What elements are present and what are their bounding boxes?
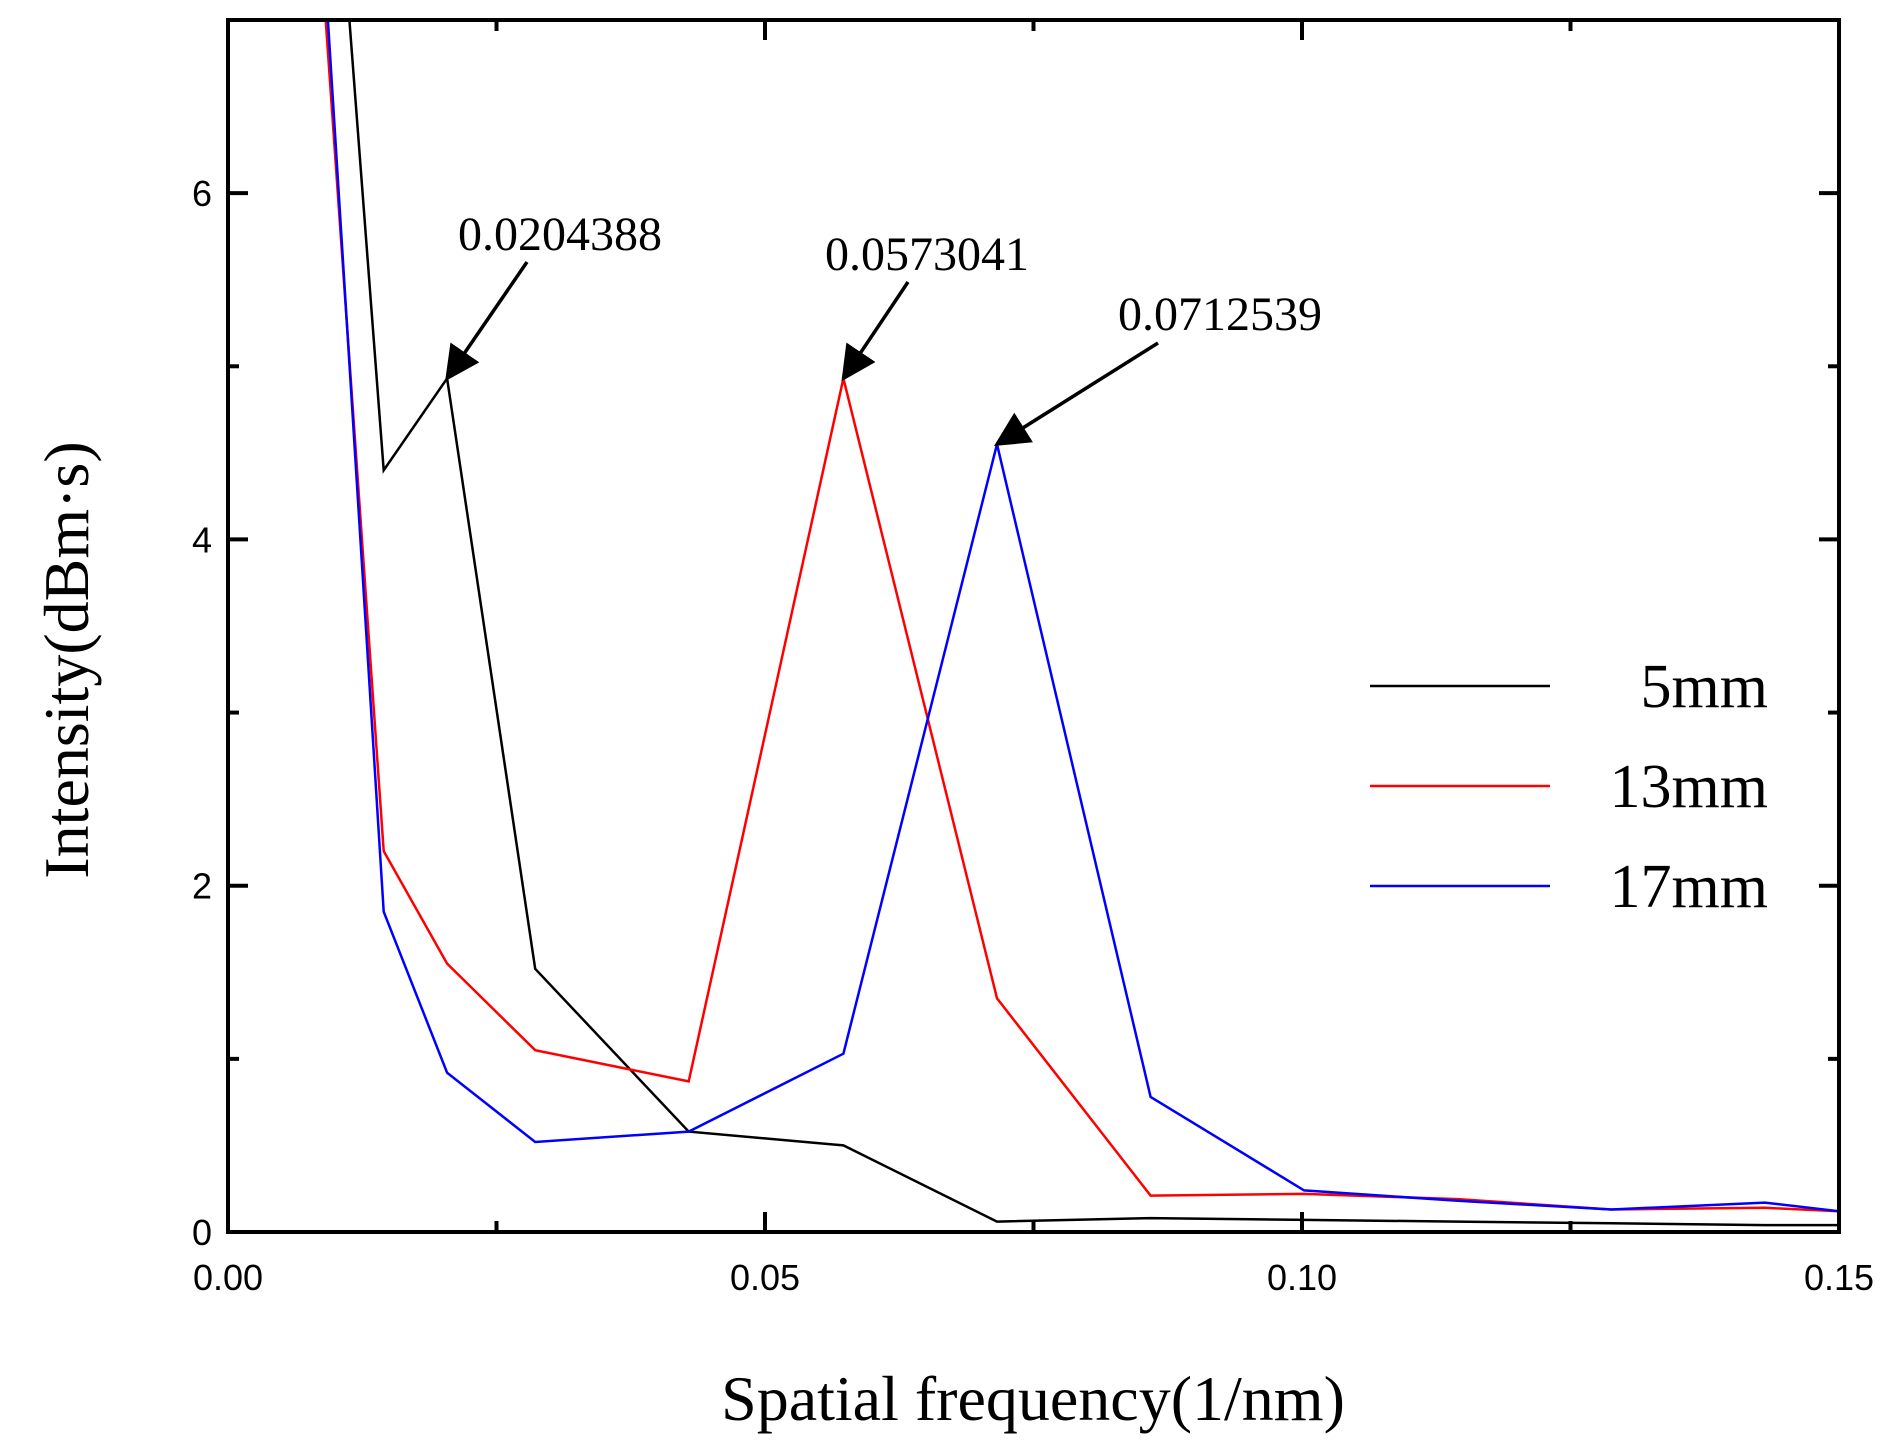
legend-label-13mm: 13mm <box>1610 753 1768 821</box>
y-tick-label: 2 <box>192 866 212 907</box>
annotation-label: 0.0712539 <box>1118 288 1322 341</box>
series-layer <box>324 20 1839 1227</box>
tick-layer <box>226 20 1841 1234</box>
series-line-13mm <box>324 20 1839 1213</box>
legend-label-5mm: 5mm <box>1641 653 1768 721</box>
annotation-layer: 0.0204388 0.0573041 0.0712539 <box>445 208 1322 447</box>
x-tick-label: 0.00 <box>193 1257 263 1298</box>
x-tick-label: 0.05 <box>730 1257 800 1298</box>
annotation-arrow <box>994 341 1159 447</box>
annotation-arrow <box>841 281 910 382</box>
tick-label-layer: 0.00 0.05 0.10 0.15 0 2 4 6 <box>192 173 1874 1298</box>
y-axis-label: Intensity(dBm·s) <box>31 441 102 878</box>
annotation-label: 0.0204388 <box>458 208 662 261</box>
y-tick-label: 0 <box>192 1212 212 1253</box>
legend-label-17mm: 17mm <box>1610 853 1768 921</box>
x-axis-label: Spatial frequency(1/nm) <box>721 1363 1345 1434</box>
x-tick-label: 0.10 <box>1267 1257 1337 1298</box>
y-tick-label: 6 <box>192 173 212 214</box>
plot-frame <box>226 18 1841 1234</box>
y-tick-label: 4 <box>192 519 212 560</box>
x-tick-label: 0.15 <box>1804 1257 1874 1298</box>
legend: 5mm 13mm 17mm <box>1370 653 1768 921</box>
annotation-label: 0.0573041 <box>825 228 1029 281</box>
annotation-arrow <box>445 261 529 382</box>
series-line-17mm <box>326 20 1839 1213</box>
series-line-5mm <box>348 20 1839 1227</box>
